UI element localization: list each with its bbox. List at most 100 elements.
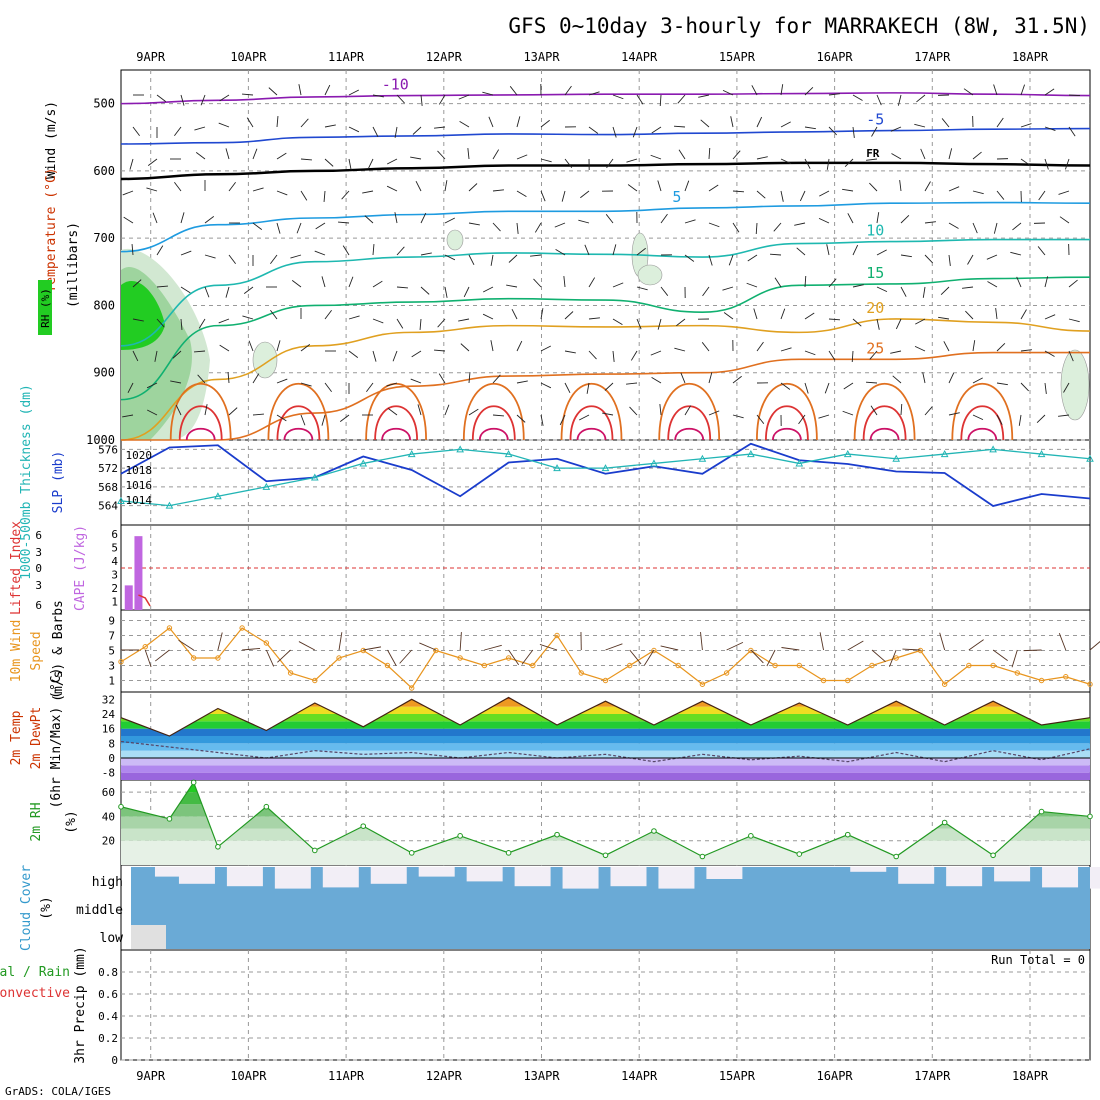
- wind-speed-point: [336, 655, 342, 661]
- wind-barb: [842, 410, 854, 416]
- rh2m-point: [990, 852, 996, 859]
- panel-frame: [120, 949, 1091, 1061]
- wind-barb: [540, 190, 546, 202]
- surface-wind-barb: [265, 649, 275, 667]
- bottom-date-label: 18APR: [1012, 1069, 1049, 1083]
- dewpoint-line: [120, 740, 1091, 763]
- surface-warm-contour: [960, 405, 1005, 441]
- wind-barb: [708, 222, 720, 228]
- contour-label: FR: [866, 147, 880, 160]
- pressure-tick: 1000: [86, 433, 115, 447]
- wind-barb: [890, 126, 902, 132]
- wind-barb: [626, 158, 638, 163]
- wind-barb: [321, 276, 326, 288]
- wind-barb: [852, 318, 862, 327]
- wind-barb: [444, 404, 450, 416]
- wind-barb: [852, 284, 864, 288]
- temp-tick: 16: [102, 723, 115, 736]
- wind-tick: 3: [108, 660, 115, 673]
- wind-barb: [708, 147, 711, 160]
- wind-barb: [147, 158, 158, 166]
- wind-barb: [122, 190, 134, 196]
- wind-barb: [588, 317, 600, 320]
- wind-barb: [700, 119, 710, 128]
- wind-barb: [131, 244, 134, 256]
- surface-wind-barb: [298, 641, 316, 651]
- cloud-gap: [466, 867, 503, 882]
- surface-warm-contour: [178, 405, 223, 441]
- wind-barb: [723, 312, 734, 320]
- wind-barb: [780, 158, 792, 165]
- cape-tick: 6: [111, 528, 118, 541]
- rh2m-point: [166, 816, 173, 822]
- wind-barb: [987, 281, 998, 288]
- wind-barb: [722, 89, 734, 96]
- wind-barb: [869, 182, 878, 192]
- bottom-date-label: 12APR: [426, 1069, 463, 1083]
- wind-barb: [586, 382, 590, 394]
- wind-barb: [804, 350, 816, 356]
- temp-panel: [120, 696, 1091, 780]
- lifted-index-label: Lifted Index: [9, 521, 24, 615]
- wind-barb: [564, 382, 571, 394]
- temp-band: [121, 743, 1090, 751]
- precip-tick: 0.2: [98, 1032, 118, 1045]
- wind-barb: [492, 374, 501, 384]
- surface-wind-barb: [277, 649, 291, 663]
- wind-speed-point: [215, 655, 221, 661]
- wind-barb: [826, 158, 830, 170]
- wind-barb: [564, 350, 576, 354]
- wind-barb: [636, 318, 642, 330]
- thickness-point: [214, 492, 222, 500]
- temp-color-bands: [121, 697, 1090, 780]
- wind-barb: [276, 340, 281, 352]
- wind-barb: [972, 377, 983, 384]
- wind-barb: [516, 190, 527, 198]
- wind-barb: [673, 125, 686, 128]
- wind-speed-point: [941, 681, 948, 687]
- surface-wind-barb: [242, 647, 261, 651]
- contour-label: 5: [672, 188, 681, 206]
- wind-barb: [948, 148, 953, 160]
- wind-barb: [123, 216, 134, 224]
- wind-barb: [200, 94, 206, 106]
- wind-barb: [387, 408, 398, 416]
- surface-warm-contour: [862, 405, 907, 441]
- surface-wind-barb: [217, 632, 223, 651]
- temp-band: [121, 721, 1090, 729]
- temp-band: [121, 728, 1090, 736]
- cloud-gap: [610, 867, 647, 887]
- wind-speed-point: [166, 625, 173, 631]
- cloud-panel: [131, 867, 1100, 949]
- wind-barb: [900, 286, 907, 297]
- wind-barb: [242, 93, 254, 96]
- wind-barb: [438, 373, 446, 384]
- slp-tick: 1018: [126, 464, 153, 477]
- cloud-level-label: middle: [76, 903, 123, 918]
- thickness-point: [165, 501, 174, 509]
- wind-barb: [900, 215, 910, 224]
- wind-barb: [372, 126, 379, 138]
- wind-barb: [993, 222, 998, 234]
- wind-barb: [677, 94, 686, 104]
- wind-barb: [508, 254, 518, 263]
- wind-barb: [195, 152, 206, 160]
- wind-barb: [1044, 88, 1055, 96]
- wind-barb: [651, 126, 662, 134]
- thickness-point: [795, 459, 804, 467]
- wind-barb: [540, 308, 544, 320]
- surface-warm-contour: [169, 383, 232, 441]
- wind-barb: [852, 94, 863, 101]
- wind-barb: [468, 222, 480, 226]
- surface-wind-barb: [939, 632, 946, 651]
- wind-barb: [732, 414, 744, 419]
- thickness-point: [747, 450, 755, 458]
- wind-speed-point: [384, 662, 391, 669]
- wind-barb: [660, 286, 669, 296]
- temp-band: [121, 706, 1090, 714]
- temperature-axis-label: Temperature (°C): [44, 167, 59, 292]
- wind-speed-point: [142, 644, 148, 650]
- wind-barb: [636, 286, 648, 291]
- wind-barb: [753, 308, 758, 320]
- wind-barb: [602, 412, 614, 416]
